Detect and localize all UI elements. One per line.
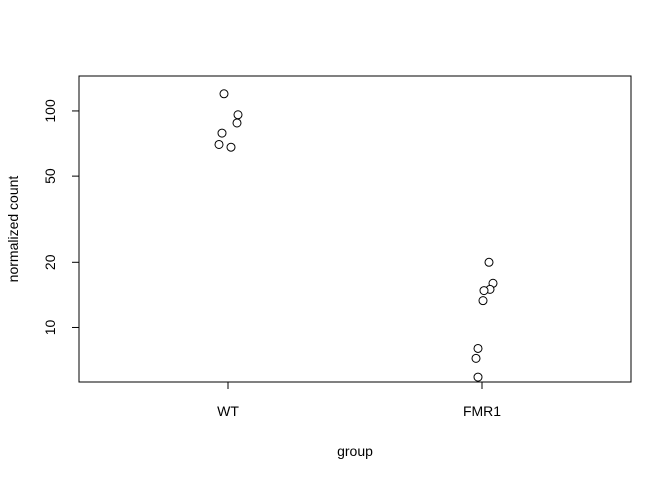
y-tick-label: 20 [42, 254, 58, 270]
x-tick-label: WT [217, 403, 239, 419]
y-tick-label: 50 [42, 168, 58, 184]
data-point-wt [217, 128, 227, 138]
data-point-fmr1 [484, 257, 494, 267]
plot-frame [78, 75, 632, 383]
data-point-fmr1 [473, 372, 483, 382]
data-points [214, 89, 498, 382]
y-axis-label: normalized count [5, 176, 21, 283]
data-point-wt [232, 118, 242, 128]
data-point-wt [226, 142, 236, 152]
data-point-wt [219, 89, 229, 99]
data-point-fmr1 [473, 343, 483, 353]
y-tick-label: 10 [42, 319, 58, 335]
data-point-wt [214, 139, 224, 149]
y-tick-label: 100 [42, 99, 58, 123]
data-point-fmr1 [478, 296, 488, 306]
data-point-fmr1 [471, 353, 481, 363]
x-axis-label: group [337, 443, 373, 459]
y-axis: 10 20 50 100 [42, 99, 80, 335]
x-tick-label: FMR1 [463, 403, 501, 419]
x-axis: WT FMR1 [217, 381, 501, 419]
plot-box [78, 75, 632, 383]
data-point-fmr1 [479, 286, 489, 296]
data-point-wt [233, 110, 243, 120]
